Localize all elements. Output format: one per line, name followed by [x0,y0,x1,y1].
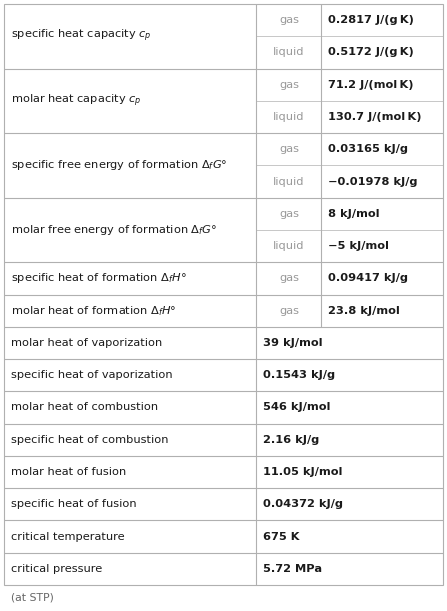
Text: 8 kJ/mol: 8 kJ/mol [329,209,380,219]
Text: 71.2 J/(mol K): 71.2 J/(mol K) [329,79,414,90]
Text: 130.7 J/(mol K): 130.7 J/(mol K) [329,112,422,122]
Text: 0.2817 J/(g K): 0.2817 J/(g K) [329,15,414,25]
Text: 0.04372 kJ/g: 0.04372 kJ/g [263,499,343,510]
Text: gas: gas [279,79,299,90]
Text: specific heat of formation $\Delta_f H$°: specific heat of formation $\Delta_f H$° [11,271,187,285]
Text: 546 kJ/mol: 546 kJ/mol [263,403,331,412]
Text: −5 kJ/mol: −5 kJ/mol [329,241,389,251]
Text: specific heat of fusion: specific heat of fusion [11,499,137,510]
Text: 0.1543 kJ/g: 0.1543 kJ/g [263,370,336,380]
Text: 0.09417 kJ/g: 0.09417 kJ/g [329,273,409,284]
Text: molar heat of fusion: molar heat of fusion [11,467,126,477]
Text: critical temperature: critical temperature [11,532,125,541]
Text: gas: gas [279,144,299,154]
Text: 39 kJ/mol: 39 kJ/mol [263,338,323,348]
Text: 23.8 kJ/mol: 23.8 kJ/mol [329,306,400,316]
Text: gas: gas [279,209,299,219]
Text: liquid: liquid [273,241,305,251]
Text: gas: gas [279,273,299,284]
Text: specific heat of combustion: specific heat of combustion [11,435,169,445]
Text: 11.05 kJ/mol: 11.05 kJ/mol [263,467,343,477]
Text: 5.72 MPa: 5.72 MPa [263,564,323,574]
Text: specific heat of vaporization: specific heat of vaporization [11,370,173,380]
Text: gas: gas [279,306,299,316]
Text: molar heat of combustion: molar heat of combustion [11,403,158,412]
Text: molar heat capacity $c_p$: molar heat capacity $c_p$ [11,93,141,109]
Text: −0.01978 kJ/g: −0.01978 kJ/g [329,177,418,186]
Text: (at STP): (at STP) [11,592,54,602]
Text: 675 K: 675 K [263,532,300,541]
Text: 0.03165 kJ/g: 0.03165 kJ/g [329,144,409,154]
Text: critical pressure: critical pressure [11,564,102,574]
Text: 2.16 kJ/g: 2.16 kJ/g [263,435,320,445]
Text: specific free energy of formation $\Delta_f G$°: specific free energy of formation $\Delt… [11,158,228,172]
Text: liquid: liquid [273,48,305,57]
Text: liquid: liquid [273,177,305,186]
Text: molar free energy of formation $\Delta_f G$°: molar free energy of formation $\Delta_f… [11,223,217,237]
Text: specific heat capacity $c_p$: specific heat capacity $c_p$ [11,28,152,45]
Text: liquid: liquid [273,112,305,122]
Text: molar heat of vaporization: molar heat of vaporization [11,338,162,348]
Text: 0.5172 J/(g K): 0.5172 J/(g K) [329,48,414,57]
Text: molar heat of formation $\Delta_f H$°: molar heat of formation $\Delta_f H$° [11,304,177,318]
Text: gas: gas [279,15,299,25]
